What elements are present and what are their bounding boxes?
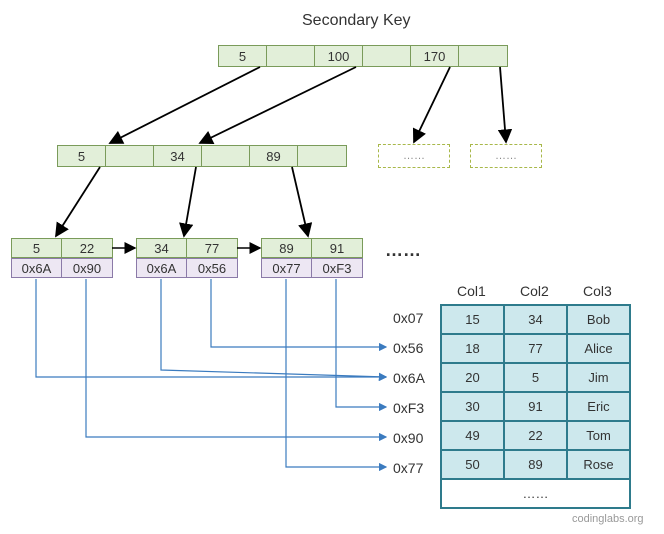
root-cell bbox=[363, 46, 411, 66]
pointer-label: 0x90 bbox=[393, 430, 423, 446]
table-cell: 30 bbox=[441, 392, 504, 421]
placeholder-node: …… bbox=[470, 144, 542, 168]
leaf-ptr: 0x6A bbox=[137, 259, 187, 277]
table-cell: Alice bbox=[567, 334, 630, 363]
table-row: 50 89 Rose bbox=[441, 450, 630, 479]
leaf-ellipsis: …… bbox=[385, 240, 421, 261]
leaf-ptrs: 0x77 0xF3 bbox=[261, 258, 363, 278]
table-header: Col3 bbox=[583, 283, 612, 299]
leaf-ptr: 0x56 bbox=[187, 259, 237, 277]
table-cell: 34 bbox=[504, 305, 567, 334]
table-cell: Jim bbox=[567, 363, 630, 392]
leaf-key: 5 bbox=[12, 239, 62, 257]
diagram-title: Secondary Key bbox=[302, 12, 411, 30]
leaf-ptr: 0x77 bbox=[262, 259, 312, 277]
table-cell: 18 bbox=[441, 334, 504, 363]
leaf-keys: 89 91 bbox=[261, 238, 363, 258]
table-row: 49 22 Tom bbox=[441, 421, 630, 450]
root-cell: 5 bbox=[219, 46, 267, 66]
pointer-label: 0xF3 bbox=[393, 400, 424, 416]
placeholder-node: …… bbox=[378, 144, 450, 168]
internal-node: 5 34 89 bbox=[57, 145, 347, 167]
leaf-ptr: 0xF3 bbox=[312, 259, 362, 277]
leaf-key: 89 bbox=[262, 239, 312, 257]
leaf-ptr: 0x90 bbox=[62, 259, 112, 277]
pointer-label: 0x56 bbox=[393, 340, 423, 356]
table-cell: 49 bbox=[441, 421, 504, 450]
table-cell: Rose bbox=[567, 450, 630, 479]
table-ellipsis: …… bbox=[441, 479, 630, 508]
table-cell: 20 bbox=[441, 363, 504, 392]
leaf-ptrs: 0x6A 0x90 bbox=[11, 258, 113, 278]
table-cell: 15 bbox=[441, 305, 504, 334]
leaf-keys: 5 22 bbox=[11, 238, 113, 258]
table-row: 30 91 Eric bbox=[441, 392, 630, 421]
table-row-ellipsis: …… bbox=[441, 479, 630, 508]
leaf-key: 34 bbox=[137, 239, 187, 257]
node-cell bbox=[202, 146, 250, 166]
pointer-label: 0x6A bbox=[393, 370, 425, 386]
table-cell: Tom bbox=[567, 421, 630, 450]
table-cell: Bob bbox=[567, 305, 630, 334]
table-cell: 77 bbox=[504, 334, 567, 363]
table-cell: 50 bbox=[441, 450, 504, 479]
node-cell bbox=[298, 146, 346, 166]
table-header: Col2 bbox=[520, 283, 549, 299]
leaf-ptrs: 0x6A 0x56 bbox=[136, 258, 238, 278]
leaf-key: 22 bbox=[62, 239, 112, 257]
watermark: codinglabs.org bbox=[572, 513, 644, 525]
leaf-ptr: 0x6A bbox=[12, 259, 62, 277]
table-header: Col1 bbox=[457, 283, 486, 299]
root-cell: 170 bbox=[411, 46, 459, 66]
pointer-label: 0x77 bbox=[393, 460, 423, 476]
table-row: 18 77 Alice bbox=[441, 334, 630, 363]
table-row: 15 34 Bob bbox=[441, 305, 630, 334]
root-cell bbox=[267, 46, 315, 66]
node-cell: 89 bbox=[250, 146, 298, 166]
table-row: 20 5 Jim bbox=[441, 363, 630, 392]
root-node: 5 100 170 bbox=[218, 45, 508, 67]
leaf-key: 77 bbox=[187, 239, 237, 257]
node-cell bbox=[106, 146, 154, 166]
node-cell: 34 bbox=[154, 146, 202, 166]
root-cell: 100 bbox=[315, 46, 363, 66]
table-cell: 5 bbox=[504, 363, 567, 392]
data-table: 15 34 Bob 18 77 Alice 20 5 Jim 30 91 Eri… bbox=[440, 304, 631, 509]
table-cell: Eric bbox=[567, 392, 630, 421]
table-cell: 89 bbox=[504, 450, 567, 479]
leaf-keys: 34 77 bbox=[136, 238, 238, 258]
leaf-key: 91 bbox=[312, 239, 362, 257]
table-cell: 91 bbox=[504, 392, 567, 421]
table-cell: 22 bbox=[504, 421, 567, 450]
root-cell bbox=[459, 46, 507, 66]
pointer-label: 0x07 bbox=[393, 310, 423, 326]
node-cell: 5 bbox=[58, 146, 106, 166]
